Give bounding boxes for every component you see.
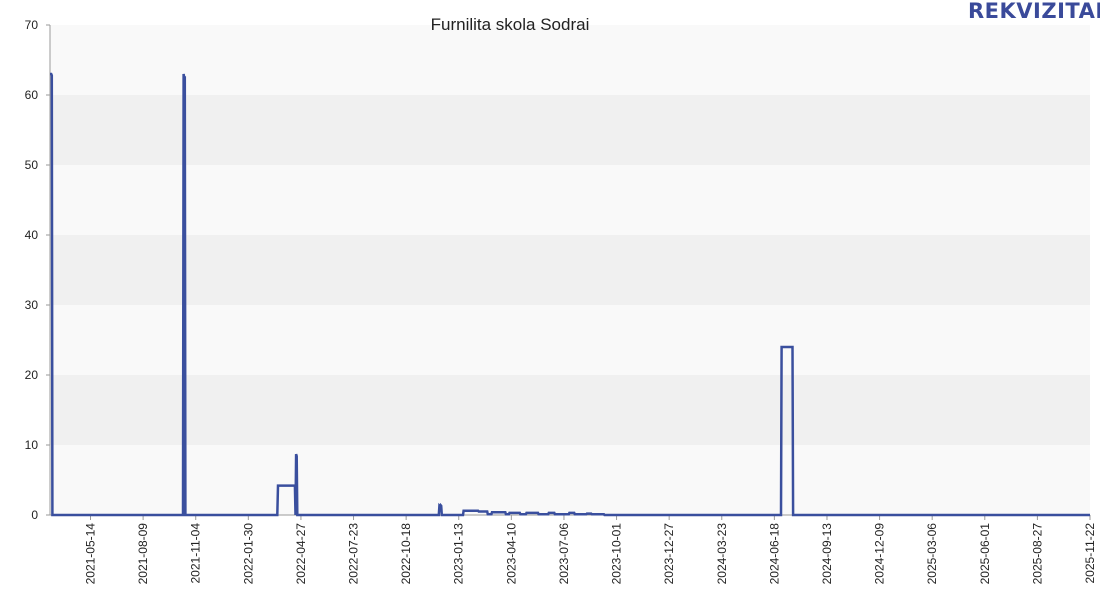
grid-band (50, 375, 1090, 445)
series-line (50, 72, 1090, 517)
x-tick-label: 2022-10-18 (399, 523, 413, 585)
x-tick-label: 2025-03-06 (925, 523, 939, 585)
y-tick-label: 10 (25, 438, 39, 452)
y-tick-label: 40 (25, 228, 39, 242)
x-tick-label: 2025-11-22 (1083, 523, 1097, 584)
chart-background-bands (50, 25, 1090, 515)
chart-series (50, 72, 1090, 517)
y-tick-label: 60 (25, 88, 39, 102)
x-tick-label: 2022-07-23 (347, 523, 361, 585)
x-tick-label: 2024-06-18 (767, 523, 781, 585)
grid-band (50, 95, 1090, 165)
y-tick-label: 30 (25, 298, 39, 312)
x-tick-label: 2024-12-09 (873, 523, 887, 585)
grid-band (50, 235, 1090, 305)
x-tick-label: 2022-04-27 (294, 523, 308, 585)
x-tick-label: 2023-04-10 (504, 523, 518, 585)
y-axis: 0 10 20 30 40 50 60 70 (25, 18, 51, 522)
y-tick-label: 50 (25, 158, 39, 172)
x-tick-label: 2025-06-01 (978, 523, 992, 585)
x-axis: 2021-05-14 2021-08-09 2021-11-04 2022-01-30… (50, 514, 1097, 585)
x-tick-label: 2023-12-27 (662, 523, 676, 585)
y-tick-label: 20 (25, 368, 39, 382)
x-tick-label: 2021-11-04 (189, 523, 203, 584)
y-tick-label: 70 (25, 18, 39, 32)
x-tick-label: 2024-09-13 (820, 523, 834, 585)
rekvizitai-logo[interactable]: REKVIZITAI VŽ (968, 0, 1100, 22)
x-tick-label: 2023-01-13 (452, 523, 466, 585)
x-tick-label: 2023-10-01 (610, 523, 624, 585)
x-tick-label: 2025-08-27 (1030, 523, 1044, 585)
y-tick-label: 0 (31, 508, 38, 522)
x-tick-label: 2023-07-06 (557, 523, 571, 585)
chart-title: Furnilita skola Sodrai (431, 15, 590, 34)
x-tick-label: 2021-05-14 (84, 523, 98, 585)
x-tick-label: 2024-03-23 (715, 523, 729, 585)
x-tick-label: 2022-01-30 (241, 523, 255, 585)
x-tick-label: 2021-08-09 (136, 523, 150, 585)
logo-text: REKVIZITAI (968, 0, 1100, 23)
